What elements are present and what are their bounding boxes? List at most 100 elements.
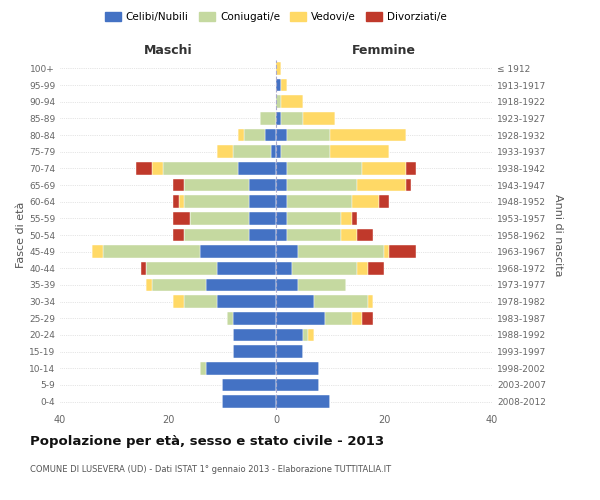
Bar: [281, 96, 303, 108]
Bar: [389, 246, 416, 258]
Bar: [141, 262, 146, 274]
Bar: [92, 246, 103, 258]
Bar: [276, 312, 325, 324]
Bar: [287, 129, 330, 141]
Bar: [249, 179, 276, 192]
Legend: Celibi/Nubili, Coniugati/e, Vedovi/e, Divorziati/e: Celibi/Nubili, Coniugati/e, Vedovi/e, Di…: [101, 8, 451, 26]
Bar: [303, 329, 308, 341]
Bar: [173, 229, 184, 241]
Bar: [173, 196, 179, 208]
Bar: [276, 212, 287, 224]
Bar: [184, 179, 249, 192]
Bar: [163, 162, 238, 174]
Bar: [281, 112, 303, 124]
Bar: [276, 129, 287, 141]
Bar: [233, 329, 276, 341]
Bar: [292, 262, 357, 274]
Bar: [276, 96, 281, 108]
Bar: [325, 312, 352, 324]
Bar: [265, 129, 276, 141]
Bar: [406, 179, 411, 192]
Bar: [298, 246, 384, 258]
Bar: [222, 396, 276, 408]
Bar: [330, 146, 389, 158]
Y-axis label: Anni di nascita: Anni di nascita: [553, 194, 563, 276]
Bar: [260, 112, 276, 124]
Bar: [406, 162, 416, 174]
Bar: [179, 196, 184, 208]
Bar: [276, 79, 281, 92]
Text: Femmine: Femmine: [352, 44, 416, 57]
Bar: [357, 262, 368, 274]
Bar: [103, 246, 200, 258]
Bar: [233, 346, 276, 358]
Bar: [276, 329, 303, 341]
Bar: [238, 162, 276, 174]
Bar: [146, 279, 152, 291]
Bar: [287, 162, 362, 174]
Bar: [276, 162, 287, 174]
Bar: [173, 212, 190, 224]
Bar: [314, 296, 368, 308]
Bar: [146, 262, 217, 274]
Bar: [217, 296, 276, 308]
Bar: [238, 129, 244, 141]
Bar: [233, 146, 271, 158]
Bar: [200, 362, 206, 374]
Bar: [276, 229, 287, 241]
Bar: [244, 129, 265, 141]
Bar: [200, 246, 276, 258]
Bar: [249, 196, 276, 208]
Bar: [184, 296, 217, 308]
Bar: [276, 179, 287, 192]
Bar: [276, 196, 287, 208]
Bar: [190, 212, 249, 224]
Y-axis label: Fasce di età: Fasce di età: [16, 202, 26, 268]
Bar: [152, 279, 206, 291]
Bar: [206, 279, 276, 291]
Bar: [206, 362, 276, 374]
Bar: [222, 379, 276, 391]
Bar: [303, 112, 335, 124]
Bar: [287, 179, 357, 192]
Bar: [357, 229, 373, 241]
Bar: [173, 179, 184, 192]
Bar: [217, 146, 233, 158]
Bar: [276, 362, 319, 374]
Text: COMUNE DI LUSEVERA (UD) - Dati ISTAT 1° gennaio 2013 - Elaborazione TUTTITALIA.I: COMUNE DI LUSEVERA (UD) - Dati ISTAT 1° …: [30, 465, 391, 474]
Bar: [276, 112, 281, 124]
Bar: [281, 146, 330, 158]
Bar: [249, 229, 276, 241]
Bar: [276, 296, 314, 308]
Bar: [357, 179, 406, 192]
Bar: [217, 262, 276, 274]
Bar: [227, 312, 233, 324]
Bar: [276, 346, 303, 358]
Bar: [233, 312, 276, 324]
Bar: [287, 196, 352, 208]
Bar: [276, 246, 298, 258]
Bar: [276, 146, 281, 158]
Bar: [136, 162, 152, 174]
Bar: [368, 262, 384, 274]
Bar: [368, 296, 373, 308]
Bar: [352, 196, 379, 208]
Text: Popolazione per età, sesso e stato civile - 2013: Popolazione per età, sesso e stato civil…: [30, 435, 384, 448]
Bar: [352, 212, 357, 224]
Bar: [362, 162, 406, 174]
Bar: [184, 229, 249, 241]
Bar: [152, 162, 163, 174]
Bar: [249, 212, 276, 224]
Bar: [184, 196, 249, 208]
Bar: [362, 312, 373, 324]
Bar: [281, 79, 287, 92]
Bar: [276, 62, 281, 74]
Bar: [287, 212, 341, 224]
Bar: [308, 329, 314, 341]
Bar: [276, 279, 298, 291]
Bar: [298, 279, 346, 291]
Bar: [341, 229, 357, 241]
Bar: [384, 246, 389, 258]
Bar: [173, 296, 184, 308]
Bar: [352, 312, 362, 324]
